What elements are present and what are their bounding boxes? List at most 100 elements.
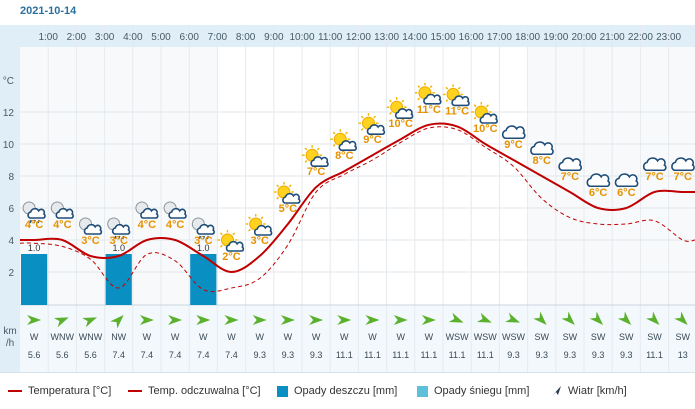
sun-ray — [429, 85, 433, 89]
hour-tick-label: 12:00 — [346, 32, 371, 43]
rain-value-label: 1.0 — [112, 243, 125, 253]
legend-snow: Opady śniegu [mm] — [417, 385, 529, 397]
cloud-icon — [558, 157, 582, 172]
cloud-icon — [586, 173, 611, 188]
temperature-label: 7°C — [307, 166, 326, 178]
temperature-label: 10°C — [388, 118, 413, 130]
wind-speed-label: 11.1 — [392, 350, 409, 360]
wind-speed-label: 7.4 — [112, 350, 125, 360]
wind-arrow-icon — [561, 311, 575, 325]
cloud-icon — [614, 173, 639, 188]
wind-speed-label: 9.3 — [592, 350, 605, 360]
temperature-label: 3°C — [194, 235, 213, 247]
cloud-icon — [530, 141, 554, 156]
cloud-shape — [83, 223, 103, 235]
temperature-label: 4°C — [138, 219, 157, 231]
hour-tick-label: 14:00 — [402, 32, 427, 43]
wind-direction-label: W — [284, 332, 293, 342]
wind-direction-label: WNW — [51, 332, 75, 342]
cloud-icon — [642, 157, 667, 172]
wind-arrow-shape — [27, 315, 42, 325]
temperature-label: 8°C — [335, 150, 354, 162]
sun-ray — [389, 111, 392, 115]
rain-value-label: 1.0 — [28, 243, 41, 253]
sun-cloud-icon — [443, 84, 470, 107]
wind-direction-label: SW — [591, 332, 606, 342]
y-tick-label: 2 — [8, 268, 14, 279]
wind-speed-label: 9.3 — [310, 350, 323, 360]
sun-ray — [332, 131, 336, 135]
wind-speed-label: 9.3 — [282, 350, 295, 360]
wind-arrow-icon — [448, 312, 464, 323]
temperature-label: 4°C — [53, 219, 72, 231]
wind-direction-label: WSW — [474, 332, 497, 342]
hour-tick-label: 21:00 — [600, 32, 625, 43]
temperature-label: 6°C — [589, 187, 608, 199]
temperature-label: 7°C — [645, 171, 664, 183]
hour-tick-label: 10:00 — [289, 32, 314, 43]
cloud-shape — [338, 140, 357, 151]
cloud-shape — [140, 207, 159, 219]
wind-direction-label: SW — [647, 332, 662, 342]
wind-arrow-shape — [533, 311, 547, 325]
hour-tick-label: 19:00 — [543, 32, 568, 43]
sun-cloud-icon — [245, 214, 273, 236]
hour-tick-label: 20:00 — [571, 32, 596, 43]
cloud-shape — [168, 207, 187, 219]
cloud-shape — [196, 223, 215, 235]
temperature-label: 2°C — [222, 251, 241, 263]
legend-snow-label: Opady śniegu [mm] — [434, 385, 530, 397]
wind-speed-label: 5.6 — [56, 350, 69, 360]
cloud-shape — [394, 108, 414, 119]
wind-direction-label: W — [396, 332, 405, 342]
wind-speed-label: 5.6 — [28, 350, 41, 360]
sun-cloud-icon — [302, 145, 329, 167]
cloud-shape — [558, 157, 582, 172]
temperature-label: 9°C — [363, 134, 382, 146]
wind-arrow-icon — [533, 311, 547, 325]
temperature-label: 4°C — [25, 219, 44, 231]
wind-arrow-icon — [139, 315, 154, 325]
cloud-shape — [310, 156, 329, 167]
wind-arrow-shape — [617, 311, 632, 325]
moon-cloud-rain-icon — [191, 217, 215, 240]
hour-tick-label: 9:00 — [264, 32, 284, 43]
wind-speed-label: 11.1 — [420, 350, 437, 360]
wind-arrow-shape — [448, 312, 464, 323]
hour-tick-label: 2:00 — [67, 32, 87, 43]
wind-arrow-icon — [476, 312, 492, 323]
legend-wind-arrow-icon — [550, 385, 562, 397]
moon-cloud-icon — [50, 201, 74, 219]
wind-unit-label: /h — [6, 338, 14, 349]
legend-rain: Opady deszczu [mm] — [277, 385, 397, 397]
wind-direction-label: SW — [563, 332, 578, 342]
sun-ray — [219, 232, 223, 236]
sun-ray — [417, 97, 421, 101]
feels-like-line — [19, 126, 695, 293]
wind-direction-label: W — [255, 332, 264, 342]
wind-unit-label: km — [3, 326, 16, 337]
cloud-shape — [501, 125, 526, 140]
wind-arrow-shape — [393, 315, 408, 325]
sun-ray — [219, 244, 223, 248]
moon-cloud-icon — [135, 201, 159, 219]
wind-arrow-icon — [280, 315, 295, 325]
wind-arrow-icon — [421, 315, 436, 325]
wind-arrow-shape — [476, 312, 492, 323]
sun-ray — [260, 216, 264, 220]
wind-direction-label: W — [312, 332, 321, 342]
temperature-label: 3°C — [250, 235, 269, 247]
temperature-label: 8°C — [532, 155, 551, 167]
sun-ray — [486, 104, 489, 108]
temperature-label: 11°C — [417, 104, 441, 116]
wind-arrow-icon — [252, 315, 267, 325]
wind-direction-label: NW — [111, 332, 126, 342]
rain-bar — [21, 254, 48, 305]
cloud-icon — [501, 125, 526, 140]
wind-speed-label: 9.3 — [253, 350, 266, 360]
wind-direction-label: W — [171, 332, 180, 342]
wind-speed-label: 9.3 — [620, 350, 633, 360]
wind-arrow-shape — [53, 317, 69, 328]
wind-arrow-shape — [505, 312, 520, 323]
wind-arrow-shape — [674, 311, 688, 325]
